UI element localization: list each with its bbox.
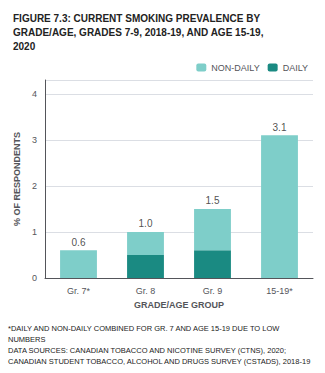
svg-text:GRADE/AGE GROUP: GRADE/AGE GROUP <box>134 300 224 310</box>
svg-text:0: 0 <box>32 273 37 283</box>
svg-text:FIGURE 7.3: CURRENT SMOKING PR: FIGURE 7.3: CURRENT SMOKING PREVALENCE B… <box>13 13 260 24</box>
svg-text:3: 3 <box>32 135 37 145</box>
svg-text:2: 2 <box>32 181 37 191</box>
svg-text:4: 4 <box>32 89 37 99</box>
svg-text:CANADIAN STUDENT TOBACCO, ALCO: CANADIAN STUDENT TOBACCO, ALCOHOL AND DR… <box>8 357 310 366</box>
svg-text:2020: 2020 <box>13 41 36 52</box>
svg-text:Gr. 7*: Gr. 7* <box>67 286 91 296</box>
svg-text:% OF RESPONDENTS: % OF RESPONDENTS <box>12 132 22 226</box>
svg-text:1: 1 <box>32 227 37 237</box>
svg-text:15-19*: 15-19* <box>266 286 293 296</box>
svg-text:0.6: 0.6 <box>72 237 86 248</box>
svg-text:NON-DAILY: NON-DAILY <box>211 63 259 73</box>
svg-text:Gr. 8: Gr. 8 <box>136 286 156 296</box>
svg-text:DAILY: DAILY <box>283 63 308 73</box>
svg-text:GRADE/AGE, GRADES 7-9, 2018-19: GRADE/AGE, GRADES 7-9, 2018-19, AND AGE … <box>13 27 264 38</box>
svg-text:1.0: 1.0 <box>139 218 153 229</box>
svg-text:NUMBERS: NUMBERS <box>8 335 46 344</box>
svg-text:DATA SOURCES: CANADIAN TOBACCO: DATA SOURCES: CANADIAN TOBACCO AND NICOT… <box>8 346 286 355</box>
svg-text:3.1: 3.1 <box>273 122 287 133</box>
svg-text:*DAILY AND NON-DAILY COMBINED: *DAILY AND NON-DAILY COMBINED FOR GR. 7 … <box>8 324 280 333</box>
svg-text:Gr. 9: Gr. 9 <box>203 286 223 296</box>
svg-text:1.5: 1.5 <box>206 195 220 206</box>
